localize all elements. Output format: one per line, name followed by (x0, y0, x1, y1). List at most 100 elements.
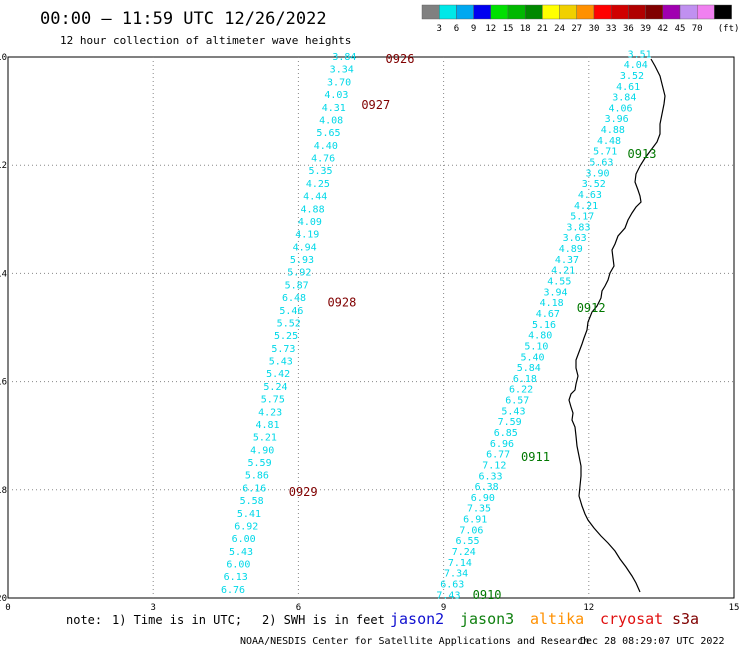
wave-height-value: 5.46 (279, 306, 303, 317)
footer-timestamp: Dec 28 08:29:07 UTC 2022 (580, 636, 725, 647)
colorscale-swatch (697, 4, 715, 20)
altimeter-tracks: 3.84 3.343.70 4.03 4.314.08 5.65 4.40 4.765.35… (221, 49, 657, 601)
wave-height-value: 3.51 (628, 49, 652, 60)
wave-height-value: 3.70 (327, 77, 351, 88)
x-tick-label: 12 (583, 603, 594, 613)
legend-s3a: s3a (672, 610, 699, 628)
wave-height-value: 4.48 (597, 136, 621, 147)
wave-height-value: 3.83 (566, 222, 590, 233)
wave-height-value: 6.57 (505, 396, 529, 407)
wave-height-value: 4.40 (314, 141, 338, 152)
colorscale-label: 24 (554, 24, 565, 34)
wave-height-value: 5.17 (570, 212, 594, 223)
colorscale-swatch (662, 4, 681, 20)
wave-height-value: 5.21 (253, 433, 277, 444)
wave-height-value: 5.63 (589, 157, 613, 168)
legend-jason2: jason2 (390, 610, 444, 628)
wave-height-value: 4.31 (322, 103, 346, 114)
x-tick-label: 9 (441, 603, 446, 613)
y-tick-label: -16 (0, 378, 7, 388)
wave-height-value: 7.14 (448, 558, 472, 569)
wave-height-value: 4.06 (608, 103, 632, 114)
y-tick-label: -14 (0, 269, 7, 279)
wave-height-value: 4.44 (303, 192, 327, 203)
wave-height-value: 5.25 (274, 331, 298, 342)
wave-height-value: 5.71 (593, 147, 617, 158)
wave-height-value: 4.55 (547, 277, 571, 288)
wave-height-value: 7.06 (459, 525, 483, 536)
wave-height-value: 6.63 (440, 579, 464, 590)
wave-height-value: 3.52 (582, 179, 606, 190)
x-tick-label: 3 (150, 603, 155, 613)
wave-height-value: 5.58 (240, 496, 264, 507)
wave-height-value: 3.94 (543, 287, 567, 298)
colorscale-swatch (421, 4, 440, 20)
note-time-utc: 1) Time is in UTC; (112, 613, 242, 627)
pass-time-label: 0928 (327, 296, 356, 310)
wave-height-value: 5.41 (237, 509, 261, 520)
wave-height-value: 4.63 (578, 190, 602, 201)
wave-height-value: 4.76 (311, 154, 335, 165)
colorscale-label: 12 (485, 24, 496, 34)
wave-height-value: 5.43 (501, 406, 525, 417)
wave-height-value: 7.12 (482, 460, 506, 471)
colorscale-label: 39 (640, 24, 651, 34)
colorscale-swatch (679, 4, 698, 20)
colorscale-label: 36 (623, 24, 634, 34)
colorscale-swatch (576, 4, 595, 20)
colorscale-label: 45 (675, 24, 686, 34)
colorscale-label: (ft) (718, 24, 740, 34)
colorscale-swatch (559, 4, 577, 20)
colorscale-swatch (714, 4, 732, 20)
x-tick-label: 15 (729, 603, 740, 613)
wave-height-value: 3.84 (332, 52, 356, 63)
wave-height-value: 4.23 (258, 407, 282, 418)
wave-height-value: 4.21 (551, 266, 575, 277)
wave-height-value: 7.43 (436, 590, 460, 601)
colorscale-swatch (593, 4, 612, 20)
coastline (568, 58, 666, 593)
wave-height-value: 5.43 (229, 547, 253, 558)
colorscale-swatch (542, 4, 560, 20)
colorscale-label: 15 (503, 24, 514, 34)
wave-height-value: 5.86 (245, 471, 269, 482)
y-tick-label: -12 (0, 161, 7, 171)
wave-height-value: 7.59 (498, 417, 522, 428)
plot-frame (7, 56, 735, 599)
wave-height-value: 6.18 (513, 374, 537, 385)
pass-time-label: 0911 (521, 450, 550, 464)
graticule (8, 57, 734, 598)
wave-height-value: 6.16 (242, 483, 266, 494)
colorscale-swatch (628, 4, 646, 20)
wave-height-value: 3.52 (620, 71, 644, 82)
colorscale-swatch (645, 4, 663, 20)
wave-height-value: 4.25 (306, 179, 330, 190)
wave-height-value: 6.91 (463, 515, 487, 526)
wave-height-value: 5.59 (248, 458, 272, 469)
x-tick-label: 6 (296, 603, 301, 613)
wave-height-value: 4.67 (536, 309, 560, 320)
colorscale-label: 6 (454, 24, 459, 34)
wave-height-value: 5.43 (269, 357, 293, 368)
wave-height-value: 6.55 (456, 536, 480, 547)
colorscale-swatch (473, 4, 492, 20)
map-title: 00:00 — 11:59 UTC 12/26/2022 (40, 9, 327, 29)
pass-time-label: 0926 (386, 52, 415, 66)
footer-credit: NOAA/NESDIS Center for Satellite Applica… (240, 636, 589, 647)
wave-height-value: 5.16 (532, 320, 556, 331)
colorscale-swatch (490, 4, 509, 20)
wave-height-value: 5.24 (263, 382, 287, 393)
colorscale-label: 33 (606, 24, 617, 34)
colorscale-label: 42 (657, 24, 668, 34)
colorscale-swatch (439, 4, 457, 20)
wave-height-value: 5.65 (316, 128, 340, 139)
wave-height-value: 4.19 (295, 230, 319, 241)
colorscale-label: 27 (571, 24, 582, 34)
pass-time-label: 0913 (628, 147, 657, 161)
colorscale-label: 70 (692, 24, 703, 34)
wave-height-value: 4.61 (616, 82, 640, 93)
wave-height-value: 5.92 (287, 268, 311, 279)
wave-height-value: 7.34 (444, 569, 468, 580)
legend-altika: altika (530, 610, 584, 628)
